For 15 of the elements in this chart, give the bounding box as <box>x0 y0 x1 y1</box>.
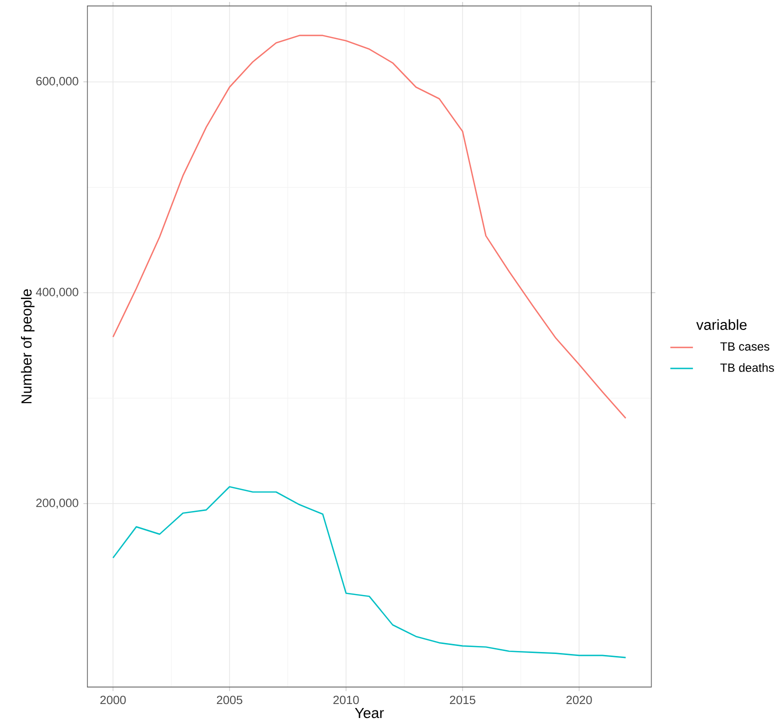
x-tick-label: 2000 <box>100 696 126 704</box>
x-tick-label: 2010 <box>333 696 359 704</box>
x-tick-label: 2015 <box>450 696 476 704</box>
y-axis-title: Number of people <box>20 289 35 404</box>
line-series <box>112 486 626 658</box>
legend-title: variable <box>696 319 747 330</box>
y-tick-label: 600,000 <box>36 77 78 87</box>
x-tick-label: 2020 <box>566 696 592 704</box>
y-tick-label: 200,000 <box>36 498 78 509</box>
x-axis-title: Year <box>354 708 384 718</box>
legend-label: TB cases <box>720 342 770 351</box>
legend-label: TB deaths <box>720 363 774 372</box>
line-series <box>112 34 626 419</box>
y-tick-label: 400,000 <box>36 288 78 298</box>
x-tick-label: 2005 <box>216 696 242 704</box>
